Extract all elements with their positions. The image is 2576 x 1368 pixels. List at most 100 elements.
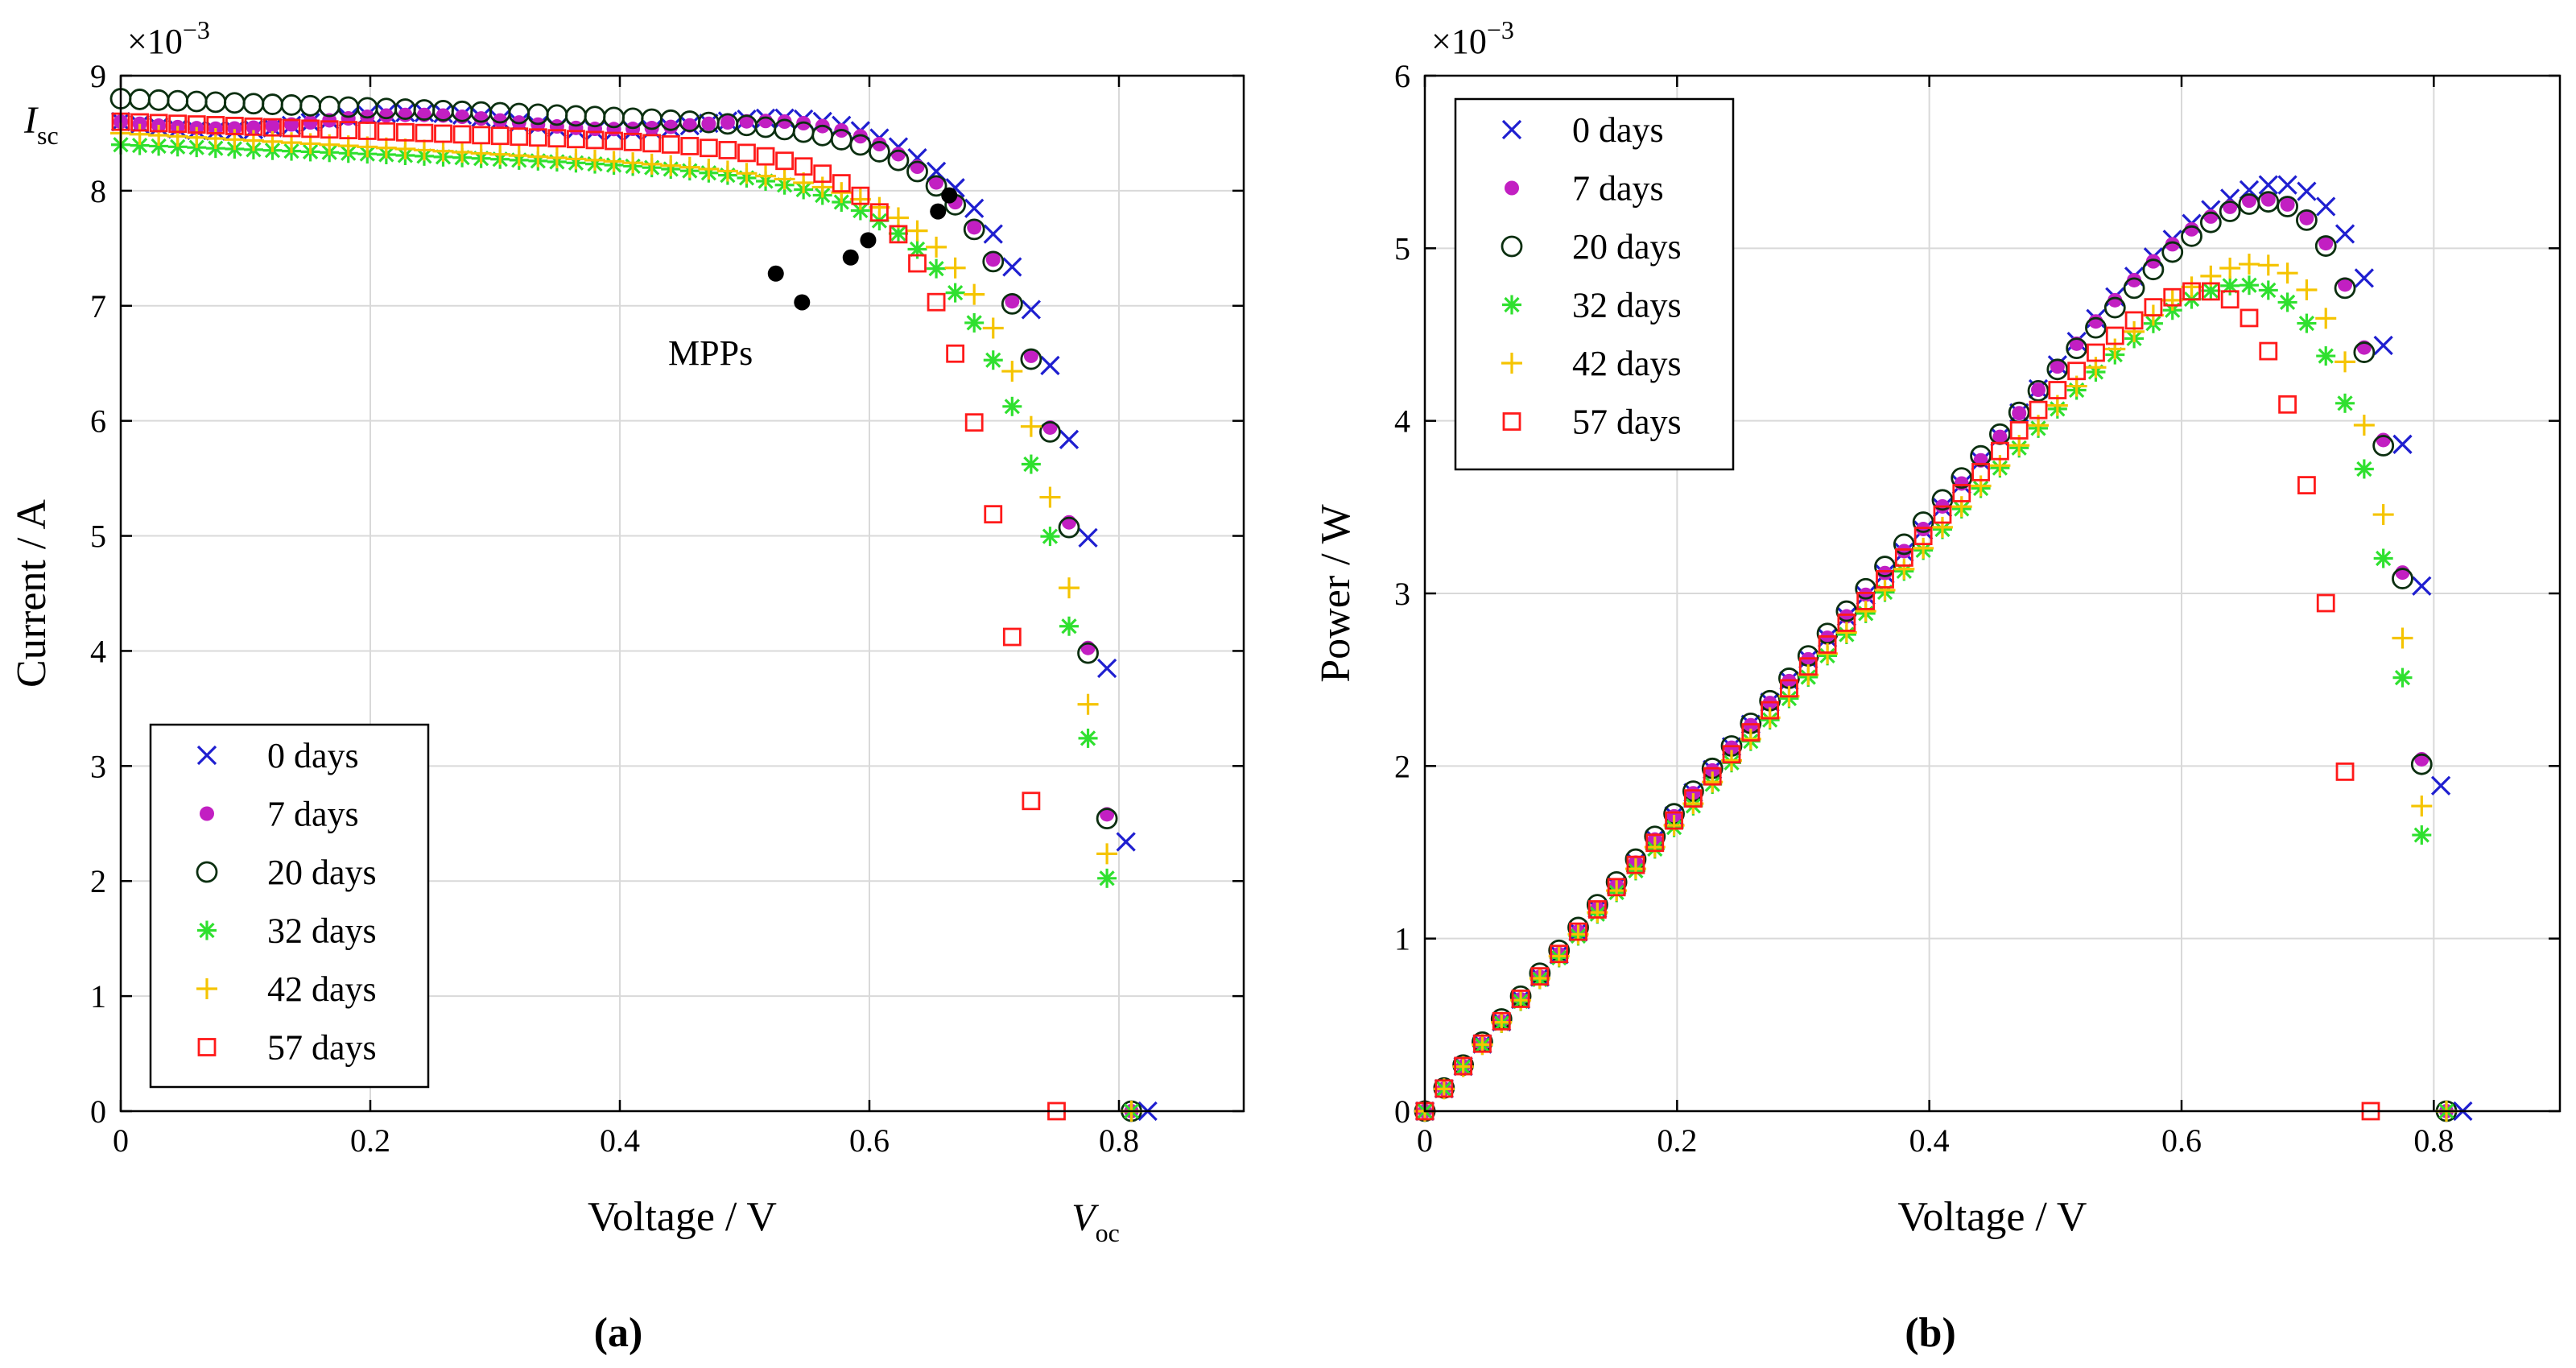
b-point [1894, 548, 1913, 567]
chart-b-pv-curve: 0 0.2 0.4 0.6 0.8 0 1 2 3 4 5 6 Voltage / V Power / W… [1313, 15, 2562, 1240]
a-point [926, 236, 947, 258]
a-point [282, 118, 301, 138]
b-point [1858, 587, 1873, 602]
a-point [1039, 486, 1061, 508]
a-point [377, 122, 396, 141]
b-point [1665, 811, 1683, 830]
b-point [2067, 362, 2087, 381]
b-point [1931, 516, 1953, 538]
b-point [2220, 275, 2240, 296]
a-point [149, 114, 168, 133]
b-point [1818, 635, 1837, 654]
a-xtick-label: 0 [113, 1122, 129, 1159]
b-point [2031, 382, 2046, 398]
a-point [890, 147, 906, 162]
b-point [1473, 1034, 1492, 1053]
a-point [263, 118, 282, 137]
b-point [2318, 236, 2334, 251]
a-point [758, 114, 774, 129]
b-point [1492, 1011, 1511, 1031]
a-point [831, 182, 852, 204]
a-point [755, 165, 777, 187]
b-ytick-label: 0 [1394, 1093, 1410, 1130]
a-point [964, 283, 985, 305]
b-point [2105, 326, 2124, 345]
a-point [851, 186, 870, 205]
b-point [2203, 209, 2219, 224]
a-point [679, 156, 700, 178]
a-xtick-label: 0.4 [600, 1122, 640, 1159]
a-point [718, 141, 737, 159]
b-xtick-label: 0.6 [2161, 1122, 2202, 1159]
b-point [2392, 568, 2413, 589]
b-point [2163, 287, 2182, 307]
b-point [2087, 343, 2105, 362]
a-point [927, 292, 946, 312]
a-point [413, 139, 435, 161]
b-point [1435, 1079, 1454, 1098]
a-point [1078, 728, 1098, 748]
a-point [1020, 348, 1042, 370]
a-point [967, 220, 982, 235]
b-point [2411, 796, 2433, 817]
b-point [1971, 462, 1990, 481]
b-xtick-label: 0.4 [1909, 1122, 1950, 1159]
a-ytick-label: 9 [90, 58, 106, 94]
b-point [2353, 341, 2376, 363]
a-point [887, 207, 909, 229]
a-point [701, 116, 716, 131]
b-point [2316, 593, 2335, 613]
b-point [1645, 833, 1665, 853]
a-point [832, 174, 851, 193]
b-point [1916, 522, 1931, 537]
a-ytick-label: 8 [90, 173, 106, 209]
a-point [339, 121, 358, 139]
a-legend-marker [196, 861, 218, 883]
a-point [641, 153, 663, 175]
b-point [2124, 311, 2144, 330]
b-legend-marker [1502, 412, 1521, 431]
a-point [547, 129, 567, 148]
b-point [2354, 459, 2374, 479]
a-xtick-label: 0.8 [1099, 1122, 1139, 1159]
a-legend-box [149, 723, 430, 1089]
b-point [2048, 381, 2067, 399]
b-ytick-label: 4 [1394, 403, 1410, 440]
b-legend-marker [1501, 235, 1523, 258]
b-point [1893, 533, 1915, 556]
a-legend-label: 32 days [267, 911, 377, 951]
b-point [2046, 358, 2069, 381]
panel-label-b: (b) [1905, 1310, 1956, 1356]
b-point [2334, 351, 2356, 373]
b-point [2103, 296, 2126, 319]
b-legend-label: 57 days [1572, 403, 1682, 442]
b-point [2165, 237, 2180, 252]
b-point [1835, 622, 1857, 643]
a-point [1059, 577, 1080, 599]
b-point [2104, 338, 2126, 360]
a-point [320, 120, 339, 139]
a-point [908, 254, 927, 273]
b-point [2297, 313, 2317, 333]
b-point [2430, 775, 2451, 796]
b-point [1855, 577, 1877, 600]
b-point [2412, 576, 2432, 596]
a-point [793, 172, 815, 194]
a-point [527, 146, 549, 167]
a-series-2 [109, 88, 1142, 1122]
b-point [1897, 543, 1912, 559]
b-ylabel: Power / W [1313, 504, 1359, 682]
b-point [2334, 224, 2355, 244]
a-point [341, 111, 356, 126]
a-point [508, 145, 530, 167]
a-ytick-label: 1 [90, 978, 106, 1015]
a-point [1002, 396, 1022, 416]
b-point [2107, 292, 2123, 308]
a-point [473, 111, 489, 126]
b-series-5 [1415, 282, 2380, 1121]
a-point [206, 116, 225, 134]
b-point [2258, 175, 2278, 195]
b-point [1550, 944, 1569, 964]
b-point [1454, 1056, 1473, 1076]
b-point [2145, 254, 2161, 269]
